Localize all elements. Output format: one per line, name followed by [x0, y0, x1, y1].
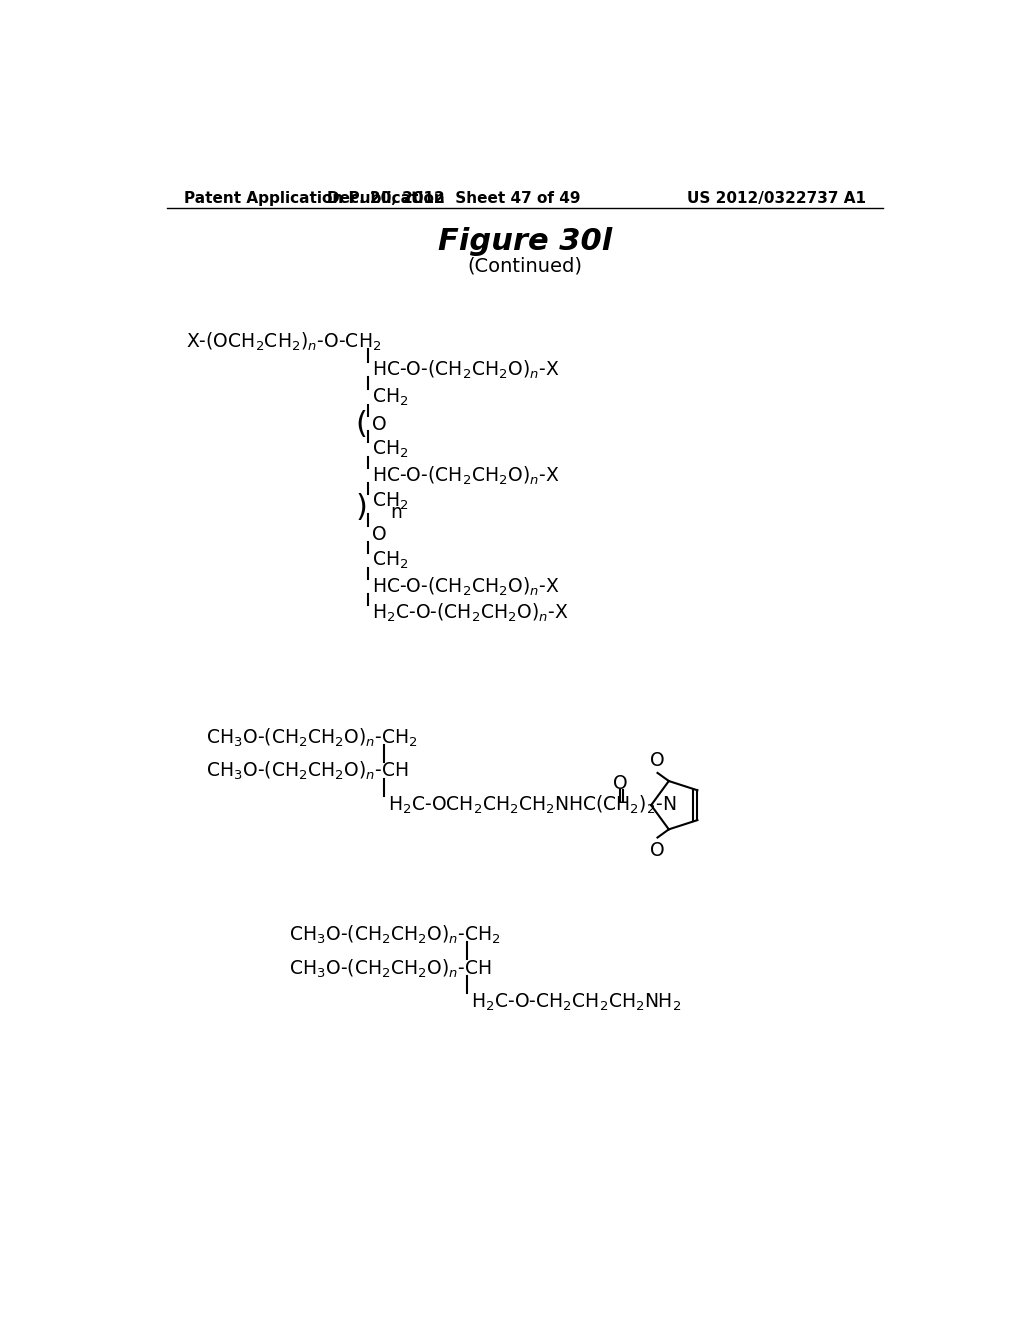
Text: US 2012/0322737 A1: US 2012/0322737 A1 [687, 191, 866, 206]
Text: ): ) [356, 492, 368, 521]
Text: Patent Application Publication: Patent Application Publication [183, 191, 444, 206]
Text: n: n [390, 503, 401, 523]
Text: O: O [650, 751, 665, 770]
Text: HC-O-(CH$_2$CH$_2$O)$_n$-X: HC-O-(CH$_2$CH$_2$O)$_n$-X [372, 358, 560, 380]
Text: CH$_3$O-(CH$_2$CH$_2$O)$_n$-CH$_2$: CH$_3$O-(CH$_2$CH$_2$O)$_n$-CH$_2$ [206, 726, 418, 748]
Text: CH$_2$: CH$_2$ [372, 549, 409, 572]
Text: H$_2$C-O-CH$_2$CH$_2$CH$_2$NH$_2$: H$_2$C-O-CH$_2$CH$_2$CH$_2$NH$_2$ [471, 991, 682, 1012]
Text: X-(OCH$_2$CH$_2$)$_n$-O-CH$_2$: X-(OCH$_2$CH$_2$)$_n$-O-CH$_2$ [186, 330, 382, 352]
Text: O: O [372, 524, 387, 544]
Text: Figure 30l: Figure 30l [437, 227, 612, 256]
Text: H$_2$C-OCH$_2$CH$_2$CH$_2$NHC(CH$_2$)$_2$-N: H$_2$C-OCH$_2$CH$_2$CH$_2$NHC(CH$_2$)$_2… [388, 795, 676, 816]
Text: CH$_3$O-(CH$_2$CH$_2$O)$_n$-CH: CH$_3$O-(CH$_2$CH$_2$O)$_n$-CH [289, 957, 493, 979]
Text: (: ( [356, 409, 368, 438]
Text: Dec. 20, 2012  Sheet 47 of 49: Dec. 20, 2012 Sheet 47 of 49 [327, 191, 581, 206]
Text: O: O [650, 841, 665, 859]
Text: CH$_2$: CH$_2$ [372, 491, 409, 512]
Text: CH$_3$O-(CH$_2$CH$_2$O)$_n$-CH: CH$_3$O-(CH$_2$CH$_2$O)$_n$-CH [206, 760, 409, 783]
Text: CH$_3$O-(CH$_2$CH$_2$O)$_n$-CH$_2$: CH$_3$O-(CH$_2$CH$_2$O)$_n$-CH$_2$ [289, 924, 502, 945]
Text: HC-O-(CH$_2$CH$_2$O)$_n$-X: HC-O-(CH$_2$CH$_2$O)$_n$-X [372, 465, 560, 487]
Text: O: O [612, 774, 628, 793]
Text: H$_2$C-O-(CH$_2$CH$_2$O)$_n$-X: H$_2$C-O-(CH$_2$CH$_2$O)$_n$-X [372, 602, 568, 624]
Text: O: O [372, 414, 387, 433]
Text: HC-O-(CH$_2$CH$_2$O)$_n$-X: HC-O-(CH$_2$CH$_2$O)$_n$-X [372, 576, 560, 598]
Text: CH$_2$: CH$_2$ [372, 387, 409, 408]
Text: (Continued): (Continued) [467, 256, 583, 276]
Text: CH$_2$: CH$_2$ [372, 438, 409, 461]
